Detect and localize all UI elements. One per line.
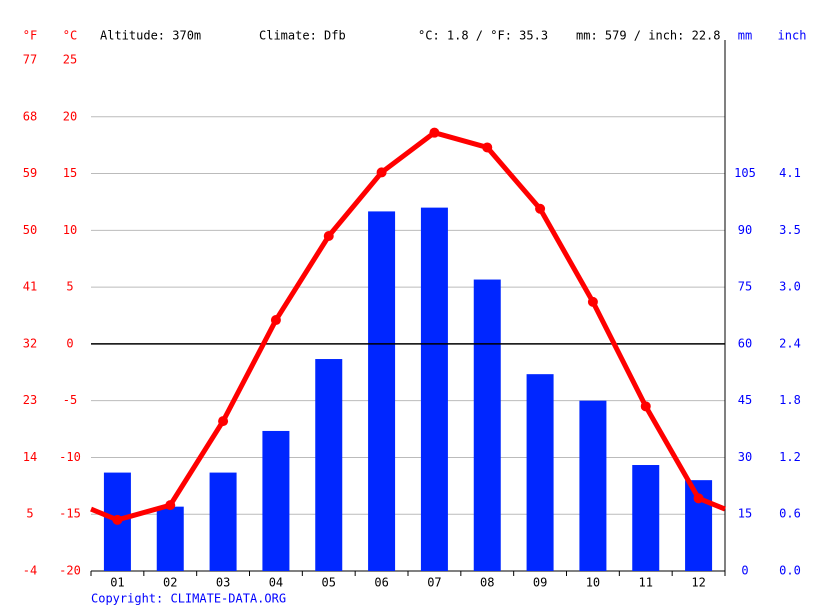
- temperature-point: [693, 493, 704, 504]
- fahrenheit-tick-label: 41: [23, 280, 37, 294]
- x-tick-label: 05: [322, 576, 336, 590]
- temperature-point: [429, 127, 440, 138]
- mm-tick-label: 75: [738, 280, 752, 294]
- inch-tick-label: 2.4: [779, 336, 801, 350]
- x-tick-label: 04: [269, 576, 283, 590]
- mm-tick-label: 30: [738, 450, 752, 464]
- celsius-tick-label: 20: [63, 109, 77, 123]
- x-tick-label: 08: [480, 576, 494, 590]
- x-tick-label: 02: [163, 576, 177, 590]
- temperature-line: [116, 130, 701, 523]
- precipitation-bar: [420, 207, 448, 571]
- precipitation-bar: [632, 465, 660, 571]
- celsius-tick-label: -5: [63, 393, 77, 407]
- x-tick-label: 03: [216, 576, 230, 590]
- celsius-tick-label: -20: [59, 564, 81, 578]
- copyright: Copyright: CLIMATE-DATA.ORG: [91, 592, 286, 606]
- annotation: °C: 1.8 / °F: 35.3: [418, 29, 548, 43]
- x-tick-label: 11: [639, 576, 653, 590]
- inch-tick-label: 0.0: [779, 564, 801, 578]
- temperature-point: [376, 167, 387, 178]
- fahrenheit-tick-label: 77: [23, 53, 37, 67]
- fahrenheit-tick-label: 59: [23, 166, 37, 180]
- celsius-tick-label: 10: [63, 223, 77, 237]
- precipitation-bar: [579, 400, 607, 571]
- fahrenheit-tick-label: 32: [23, 336, 37, 350]
- celsius-tick-label: -15: [59, 507, 81, 521]
- temperature-wrap: [90, 496, 726, 523]
- mm-tick-label: 90: [738, 223, 752, 237]
- precipitation-bar: [209, 472, 237, 571]
- celsius-tick-label: -10: [59, 450, 81, 464]
- temperature-point: [640, 401, 651, 412]
- inch-tick-label: 3.5: [779, 223, 801, 237]
- mm-axis-label: mm: [738, 29, 752, 43]
- annotation: Climate: Dfb: [259, 29, 346, 43]
- fahrenheit-tick-label: -4: [23, 564, 37, 578]
- inch-axis-label: inch: [778, 29, 807, 43]
- celsius-axis-label: °C: [63, 29, 77, 43]
- mm-tick-label: 15: [738, 507, 752, 521]
- precipitation-bar: [526, 374, 554, 571]
- inch-tick-label: 3.0: [779, 280, 801, 294]
- temperature-point: [323, 231, 334, 242]
- mm-tick-label: 105: [734, 166, 756, 180]
- celsius-tick-label: 25: [63, 53, 77, 67]
- celsius-tick-label: 15: [63, 166, 77, 180]
- temperature-point: [482, 142, 493, 153]
- x-tick-label: 07: [427, 576, 441, 590]
- temperature-point: [112, 514, 123, 525]
- celsius-tick-label: 0: [66, 336, 73, 350]
- precipitation-bar: [262, 430, 290, 571]
- precipitation-bar: [473, 279, 501, 571]
- fahrenheit-tick-label: 50: [23, 223, 37, 237]
- celsius-tick-label: 5: [66, 280, 73, 294]
- fahrenheit-tick-label: 68: [23, 109, 37, 123]
- mm-tick-label: 45: [738, 393, 752, 407]
- temperature-point: [165, 500, 176, 511]
- x-tick-label: 12: [691, 576, 705, 590]
- fahrenheit-tick-label: 5: [26, 507, 33, 521]
- precipitation-bar: [156, 506, 184, 571]
- annotation: mm: 579 / inch: 22.8: [576, 29, 721, 43]
- temperature-point: [218, 416, 229, 427]
- x-tick-label: 06: [374, 576, 388, 590]
- fahrenheit-tick-label: 23: [23, 393, 37, 407]
- inch-tick-label: 0.6: [779, 507, 801, 521]
- x-tick-label: 10: [586, 576, 600, 590]
- x-tick-label: 09: [533, 576, 547, 590]
- inch-tick-label: 1.8: [779, 393, 801, 407]
- inch-tick-label: 1.2: [779, 450, 801, 464]
- fahrenheit-tick-label: 14: [23, 450, 37, 464]
- x-tick-label: 01: [110, 576, 124, 590]
- annotation: Altitude: 370m: [100, 29, 201, 43]
- temperature-point: [270, 315, 281, 326]
- inch-tick-label: 4.1: [779, 166, 801, 180]
- temperature-point: [587, 296, 598, 307]
- fahrenheit-axis-label: °F: [23, 29, 37, 43]
- temperature-point: [535, 203, 546, 214]
- mm-tick-label: 0: [741, 564, 748, 578]
- precipitation-bar: [368, 211, 396, 571]
- mm-tick-label: 60: [738, 336, 752, 350]
- precipitation-bar: [315, 359, 343, 571]
